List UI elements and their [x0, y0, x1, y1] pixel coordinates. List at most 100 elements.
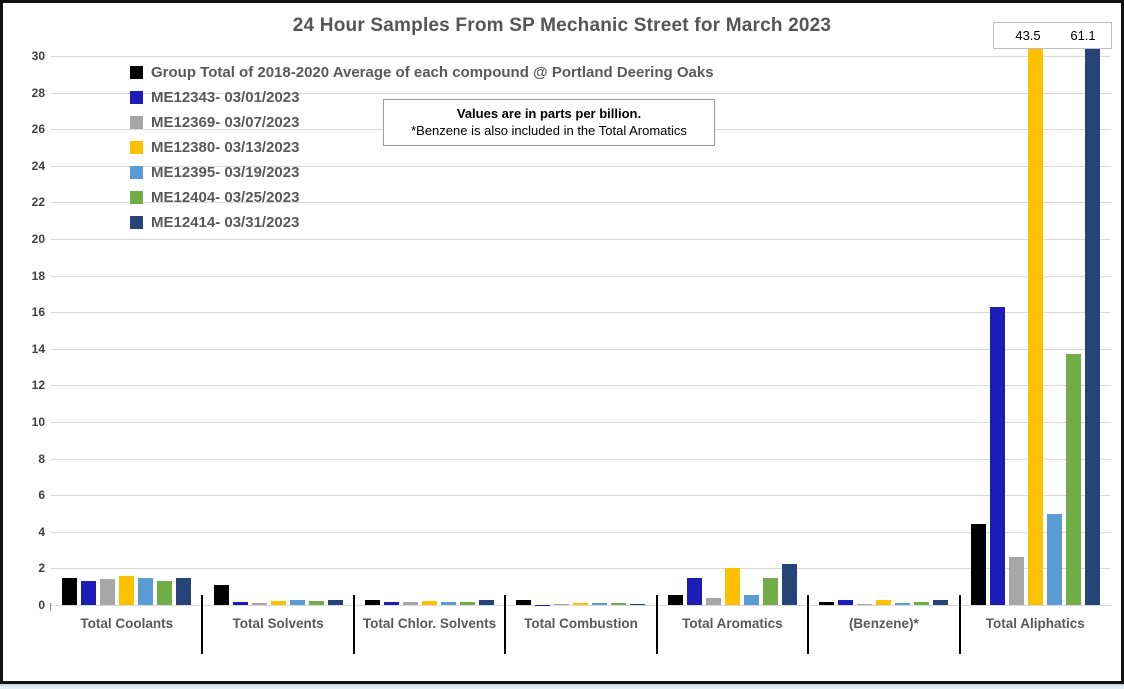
bar-series-5-cat-3: [441, 602, 457, 605]
gridline-10: [51, 422, 1111, 423]
bar-series-7-cat-7: [1084, 49, 1100, 605]
bar-series-3-cat-3: [403, 602, 419, 605]
category-divider-6: [958, 595, 961, 654]
y-tick-label-0: 0: [38, 598, 45, 612]
bar-series-4-cat-1: [119, 575, 135, 605]
legend-label: ME12395- 03/19/2023: [151, 164, 300, 181]
gridline-18: [51, 275, 1111, 277]
gridline-4: [51, 531, 1111, 533]
gridline-30: [51, 56, 1111, 57]
bar-series-4-cat-7: [1027, 49, 1043, 605]
bar-series-3-cat-4: [554, 603, 570, 605]
bar-series-7-cat-5: [781, 563, 797, 605]
legend-item-3: ME12369- 03/07/2023: [130, 113, 714, 132]
overflow-value-yellow: 43.5: [1015, 28, 1041, 43]
y-tick-label-8: 8: [38, 451, 45, 466]
legend-label: ME12380- 03/13/2023: [151, 139, 300, 156]
legend-label: ME12414- 03/31/2023: [151, 214, 300, 231]
legend-item-6: ME12404- 03/25/2023: [130, 188, 714, 207]
legend-item-2: ME12343- 03/01/2023: [130, 88, 714, 107]
category-label-6: (Benzene)*: [848, 616, 919, 631]
bar-group-4: [505, 56, 656, 605]
y-tick-label-24: 24: [31, 158, 45, 173]
window-edge-blue: [0, 686, 1124, 689]
bar-group-6: [808, 56, 959, 605]
legend-swatch-icon: [130, 141, 143, 154]
y-tick-label-26: 26: [31, 122, 45, 137]
bar-series-2-cat-6: [838, 600, 854, 605]
bar-series-2-cat-1: [81, 581, 97, 605]
y-tick-label-22: 22: [31, 195, 45, 210]
bar-series-3-cat-7: [1008, 557, 1024, 605]
legend-swatch-icon: [130, 116, 143, 129]
bar-group-3: [354, 56, 505, 605]
category-label-5: Total Aromatics: [682, 616, 783, 631]
y-tick-label-30: 30: [31, 49, 45, 63]
bar-series-2-cat-3: [384, 602, 400, 605]
bar-series-1-cat-5: [667, 594, 683, 605]
bar-series-1-cat-7: [970, 524, 986, 605]
bar-series-7-cat-6: [933, 600, 949, 605]
category-axis: Total Coolants Total Solvents Total Chlor.…: [51, 616, 1111, 631]
y-tick-label-2: 2: [38, 561, 45, 576]
bar-groups: [51, 49, 1111, 605]
bar-series-5-cat-5: [743, 594, 759, 605]
category-divider-3: [504, 595, 507, 654]
y-tick-label-4: 4: [38, 524, 45, 539]
category-divider-4: [655, 595, 658, 654]
gridline-6: [51, 495, 1111, 497]
legend-swatch-icon: [130, 216, 143, 229]
gridline-2: [51, 568, 1111, 570]
category-label-1: Total Coolants: [80, 616, 174, 631]
legend-label: Group Total of 2018-2020 Average of each…: [151, 64, 714, 81]
bar-series-4-cat-5: [724, 567, 740, 605]
y-tick-label-28: 28: [31, 85, 45, 100]
bar-series-5-cat-7: [1046, 513, 1062, 605]
note-line-2: *Benzene is also included in the Total A…: [411, 123, 687, 138]
y-tick-label-14: 14: [31, 341, 45, 356]
gridline-14: [51, 348, 1111, 350]
category-label-4: Total Combustion: [524, 616, 638, 631]
bar-series-7-cat-2: [327, 600, 343, 605]
bar-series-3-cat-5: [705, 597, 721, 605]
legend-item-4: ME12380- 03/13/2023: [130, 138, 714, 157]
legend-swatch-icon: [130, 66, 143, 79]
overflow-value-box: 43.5 61.1: [993, 22, 1112, 49]
legend-swatch-icon: [130, 166, 143, 179]
bar-series-4-cat-6: [876, 599, 892, 605]
gridline-8: [51, 458, 1111, 460]
axis-origin-tick: [50, 603, 51, 611]
legend-swatch-icon: [130, 191, 143, 204]
bar-series-1-cat-1: [62, 577, 78, 605]
note-line-1: Values are in parts per billion.: [456, 106, 642, 121]
bar-series-6-cat-2: [308, 601, 324, 605]
bar-series-1-cat-4: [516, 600, 532, 605]
y-tick-label-16: 16: [31, 305, 45, 320]
chart-title: 24 Hour Samples From SP Mechanic Street …: [292, 15, 832, 36]
bar-series-1-cat-2: [213, 584, 229, 605]
bar-series-6-cat-1: [157, 581, 173, 605]
legend-label: ME12369- 03/07/2023: [151, 114, 300, 131]
bar-group-2: [202, 56, 353, 605]
bar-series-1-cat-6: [819, 602, 835, 605]
note-box: Values are in parts per billion. *Benzen…: [383, 99, 715, 146]
legend: Group Total of 2018-2020 Average of each…: [130, 63, 714, 238]
bar-series-6-cat-7: [1065, 354, 1081, 605]
overflow-value-navy: 61.1: [1070, 28, 1096, 43]
category-label-7: Total Aliphatics: [985, 616, 1085, 631]
gridline-16: [51, 312, 1111, 314]
legend-label: ME12343- 03/01/2023: [151, 89, 300, 106]
plot-area: [51, 49, 1111, 606]
gridline-0: [51, 605, 1111, 606]
bar-group-5: [657, 56, 808, 605]
gridline-24: [51, 165, 1111, 167]
bar-series-2-cat-5: [686, 578, 702, 605]
y-tick-label-12: 12: [31, 378, 45, 393]
bar-series-5-cat-2: [289, 600, 305, 605]
bar-series-4-cat-2: [270, 601, 286, 605]
bar-series-3-cat-6: [857, 604, 873, 605]
legend-item-5: ME12395- 03/19/2023: [130, 163, 714, 182]
legend-item-7: ME12414- 03/31/2023: [130, 213, 714, 232]
legend-swatch-icon: [130, 91, 143, 104]
